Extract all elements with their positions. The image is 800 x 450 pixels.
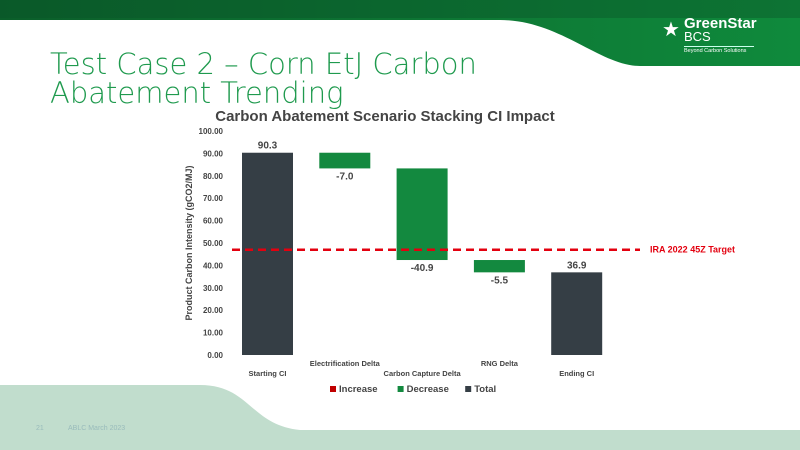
- bar-total: [551, 272, 603, 355]
- data-label: -40.9: [411, 263, 434, 274]
- bar-total: [242, 152, 293, 355]
- legend-item: Total: [474, 384, 496, 395]
- y-tick-label: 60.00: [203, 217, 224, 226]
- legend-item: Decrease: [407, 384, 449, 395]
- data-label: 90.3: [258, 141, 278, 152]
- category-label: Carbon Capture Delta: [384, 369, 462, 378]
- y-tick-label: 20.00: [203, 306, 224, 315]
- data-label: 36.9: [567, 260, 587, 271]
- page-number: 21: [36, 425, 44, 432]
- y-tick-label: 50.00: [203, 239, 224, 248]
- legend-item: Increase: [339, 384, 378, 395]
- star-icon: ★: [662, 19, 680, 41]
- legend: Increase Decrease Total: [330, 384, 496, 395]
- page-title: Test Case 2 – Corn EtJ Carbon Abatement T…: [50, 47, 477, 110]
- data-label: -5.5: [491, 275, 509, 286]
- bar-decrease: [396, 168, 448, 261]
- y-tick-label: 0.00: [207, 351, 223, 360]
- header-band: [0, 0, 800, 66]
- bar-decrease: [473, 260, 525, 273]
- y-axis-label: Product Carbon Intensity (gCO2/MJ): [184, 165, 194, 320]
- y-tick-label: 40.00: [203, 261, 224, 270]
- chart-title: Carbon Abatement Scenario Stacking CI Im…: [215, 108, 555, 125]
- category-label: Starting CI: [249, 369, 287, 378]
- y-tick-label: 30.00: [203, 284, 224, 293]
- y-tick-label: 10.00: [203, 329, 224, 338]
- category-label: Ending CI: [559, 369, 594, 378]
- data-label: -7.0: [336, 171, 354, 182]
- y-tick-label: 100.00: [199, 127, 224, 136]
- category-label: RNG Delta: [481, 359, 519, 368]
- y-tick-label: 90.00: [203, 149, 224, 158]
- footer-text: ABLC March 2023: [68, 425, 126, 432]
- legend-swatch: [397, 386, 404, 392]
- target-label: IRA 2022 45Z Target: [650, 245, 735, 255]
- footer-band: [0, 385, 800, 450]
- bar-decrease: [319, 152, 371, 169]
- y-tick-label: 80.00: [203, 172, 224, 181]
- legend-swatch: [465, 386, 472, 392]
- y-tick-label: 70.00: [203, 194, 224, 203]
- category-label: Electrification Delta: [310, 359, 381, 368]
- legend-swatch: [330, 386, 336, 392]
